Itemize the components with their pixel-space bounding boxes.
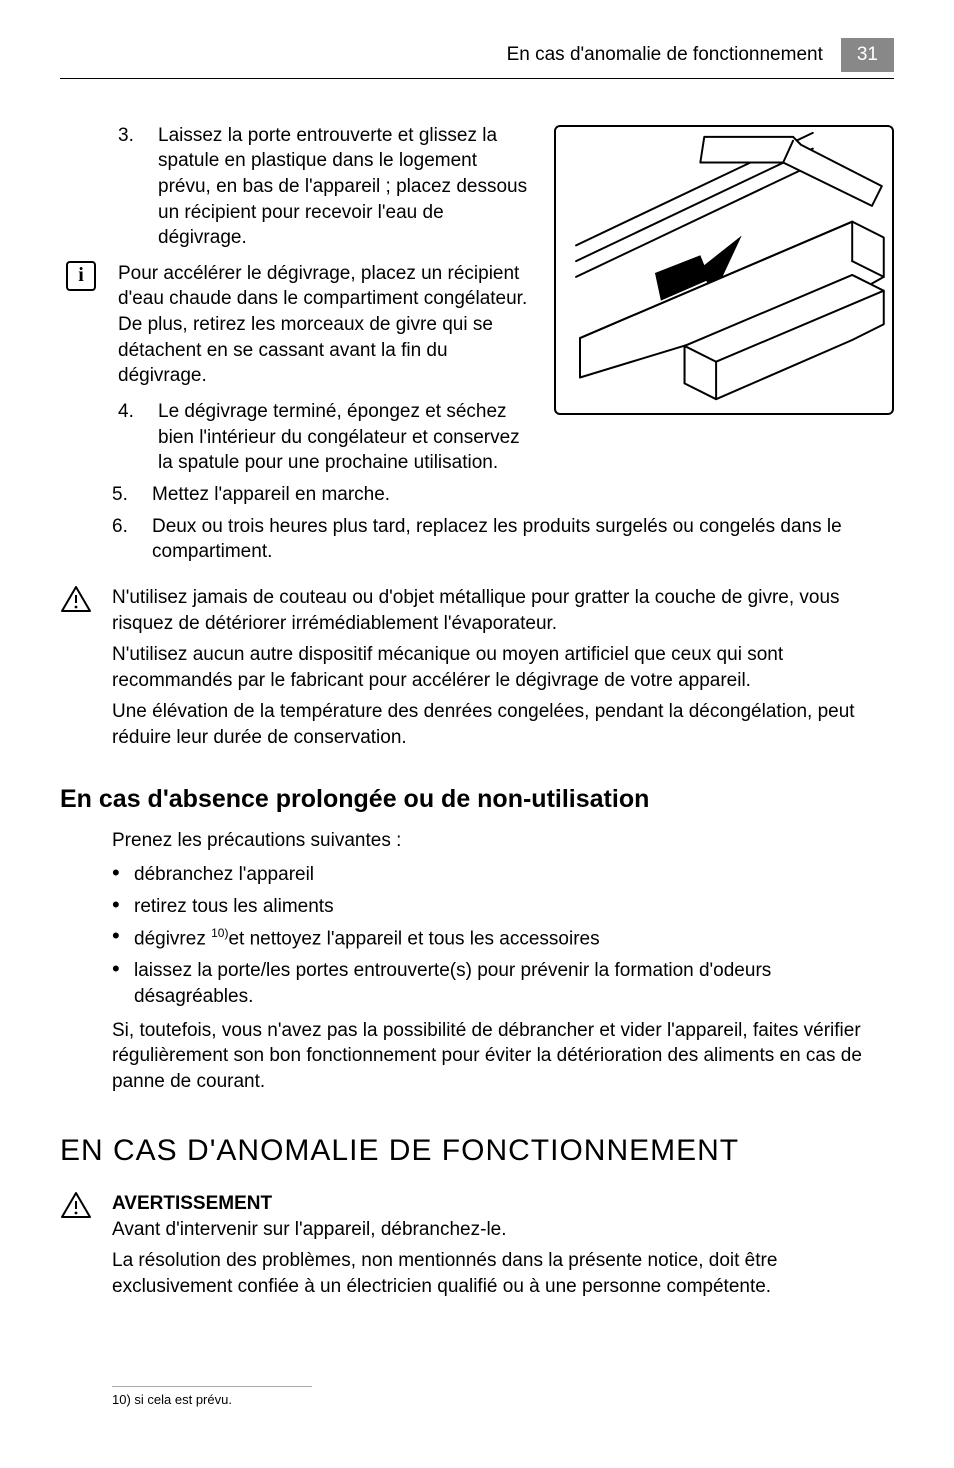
step-text: Mettez l'appareil en marche. bbox=[152, 482, 390, 508]
avertissement-p1: Avant d'intervenir sur l'appareil, débra… bbox=[112, 1217, 894, 1243]
defrost-illustration bbox=[554, 125, 894, 415]
absence-bullet-list: débranchez l'appareil retirez tous les a… bbox=[112, 862, 894, 1010]
page-header: En cas d'anomalie de fonctionnement 31 bbox=[60, 38, 894, 79]
defrost-warning-block: N'utilisez jamais de couteau ou d'objet … bbox=[60, 585, 894, 757]
absence-heading: En cas d'absence prolongée ou de non-uti… bbox=[60, 783, 894, 817]
step-number: 6. bbox=[112, 514, 138, 565]
warning-text-2: N'utilisez aucun autre dispositif mécani… bbox=[112, 642, 894, 693]
defrost-steps-5-6: 5. Mettez l'appareil en marche. 6. Deux … bbox=[60, 482, 894, 571]
absence-bullet-4: laissez la porte/les portes entrouverte(… bbox=[112, 958, 894, 1009]
absence-bullet-2: retirez tous les aliments bbox=[112, 894, 894, 920]
step-text: Le dégivrage terminé, épongez et séchez … bbox=[158, 399, 530, 476]
warning-text-1: N'utilisez jamais de couteau ou d'objet … bbox=[112, 585, 894, 636]
step-text: Deux ou trois heures plus tard, replacez… bbox=[152, 514, 894, 565]
avertissement-block: AVERTISSEMENT Avant d'intervenir sur l'a… bbox=[60, 1191, 894, 1306]
absence-intro: Prenez les précautions suivantes : bbox=[112, 828, 894, 854]
step-number: 5. bbox=[112, 482, 138, 508]
avertissement-label: AVERTISSEMENT bbox=[112, 1191, 894, 1217]
defrost-tip: Pour accélérer le dégivrage, placez un r… bbox=[118, 261, 530, 389]
anomalie-heading: EN CAS D'ANOMALIE DE FONCTIONNEMENT bbox=[60, 1131, 894, 1172]
header-title: En cas d'anomalie de fonctionnement bbox=[507, 42, 823, 68]
step-number: 3. bbox=[118, 123, 144, 251]
bullet3-footnote-ref: 10) bbox=[211, 926, 228, 940]
warning-icon bbox=[60, 1191, 92, 1219]
page-number-badge: 31 bbox=[841, 38, 894, 72]
footnote-10: 10) si cela est prévu. bbox=[112, 1386, 312, 1409]
defrost-step-3: 3. Laissez la porte entrouverte et gliss… bbox=[118, 123, 530, 251]
bullet3-pre: dégivrez bbox=[134, 929, 211, 950]
defrost-step-5: 5. Mettez l'appareil en marche. bbox=[112, 482, 894, 508]
absence-outro: Si, toutefois, vous n'avez pas la possib… bbox=[112, 1018, 894, 1095]
step-number: 4. bbox=[118, 399, 144, 476]
bullet3-post: et nettoyez l'appareil et tous les acces… bbox=[228, 929, 599, 950]
absence-bullet-1: débranchez l'appareil bbox=[112, 862, 894, 888]
defrost-step3-row: 3. Laissez la porte entrouverte et gliss… bbox=[60, 123, 894, 482]
warning-text-3: Une élévation de la température des denr… bbox=[112, 699, 894, 750]
defrost-step-4: 4. Le dégivrage terminé, épongez et séch… bbox=[118, 399, 530, 476]
absence-bullet-3: dégivrez 10)et nettoyez l'appareil et to… bbox=[112, 925, 894, 952]
defrost-step-6: 6. Deux ou trois heures plus tard, repla… bbox=[112, 514, 894, 565]
step-text: Laissez la porte entrouverte et glissez … bbox=[158, 123, 530, 251]
avertissement-p2: La résolution des problèmes, non mention… bbox=[112, 1248, 894, 1299]
info-icon bbox=[66, 261, 96, 291]
warning-icon bbox=[60, 585, 92, 613]
